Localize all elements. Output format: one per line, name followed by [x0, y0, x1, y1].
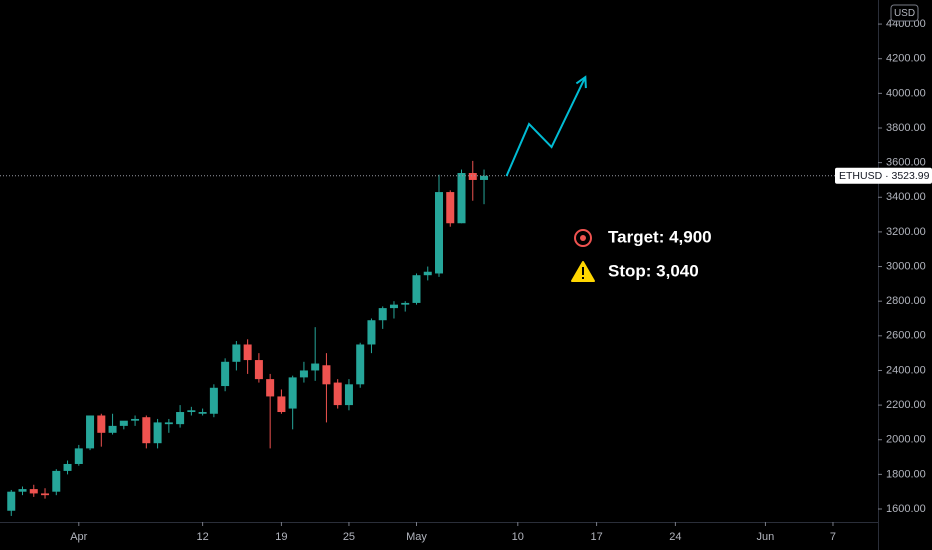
y-tick-label: 3200.00: [886, 226, 926, 238]
candle-body: [52, 470, 61, 492]
x-tick-label: May: [406, 531, 427, 543]
y-tick-label: 1800.00: [886, 468, 926, 480]
x-tick-label: 12: [196, 531, 208, 543]
candle-body: [254, 360, 263, 380]
y-tick-label: 3000.00: [886, 260, 926, 272]
candle-body: [266, 379, 275, 397]
target-annotation: Target: 4,900: [608, 227, 712, 246]
stop-annotation: Stop: 3,040: [608, 261, 699, 280]
last-price-tag: [835, 167, 932, 184]
candle-body: [176, 412, 185, 425]
x-tick-label: 24: [669, 531, 681, 543]
candle-body: [243, 344, 252, 361]
candle-body: [198, 412, 207, 414]
projection-arrowhead: [575, 75, 587, 89]
x-tick-label: 7: [830, 531, 836, 543]
candle-body: [468, 173, 477, 180]
unit-tag: [890, 4, 919, 22]
candle-body: [131, 418, 140, 421]
y-tick-label: 2200.00: [886, 399, 926, 411]
candle-body: [378, 308, 387, 321]
candle-body: [401, 302, 410, 305]
candle-body: [344, 384, 353, 406]
candle-body: [480, 175, 489, 180]
candle-body: [142, 417, 151, 444]
x-tick-label: Jun: [757, 531, 775, 543]
candle-body: [423, 271, 432, 276]
candle-body: [41, 493, 50, 496]
candle-body: [322, 365, 331, 385]
candle-body: [74, 448, 83, 464]
last-price-label: ETHUSD · 3523.99: [839, 170, 930, 182]
unit-label: USD: [894, 8, 915, 19]
candle-body: [86, 415, 95, 449]
x-tick-label: 19: [275, 531, 287, 543]
candle-body: [97, 415, 106, 433]
x-tick-label: 17: [590, 531, 602, 543]
candle-body: [232, 344, 241, 362]
candle-body: [221, 361, 230, 387]
candle-body: [412, 275, 421, 303]
x-tick-label: 10: [512, 531, 524, 543]
x-tick-label: Apr: [70, 531, 87, 543]
y-tick-label: 2800.00: [886, 295, 926, 307]
candle-body: [288, 377, 297, 409]
y-tick-label: 2400.00: [886, 364, 926, 376]
candle-body: [63, 463, 72, 471]
candle-body: [209, 387, 218, 414]
candle-body: [446, 192, 455, 224]
y-tick-label: 2600.00: [886, 330, 926, 342]
candle-body: [389, 304, 398, 309]
warning-icon: [571, 261, 595, 282]
y-tick-label: 3400.00: [886, 191, 926, 203]
y-tick-label: 3600.00: [886, 157, 926, 169]
candle-body: [164, 422, 173, 425]
y-tick-label: 3800.00: [886, 122, 926, 134]
y-tick-label: 1600.00: [886, 503, 926, 515]
candle-body: [457, 173, 466, 224]
y-tick-label: 4200.00: [886, 53, 926, 65]
candle-body: [108, 425, 117, 433]
candle-body: [435, 192, 443, 274]
x-tick-label: 25: [343, 531, 355, 543]
candle-body: [367, 320, 376, 345]
candle-body: [333, 382, 342, 406]
y-tick-label: 4000.00: [886, 87, 926, 99]
candle-body: [311, 363, 320, 371]
candle-body: [153, 422, 162, 444]
candle-body: [119, 420, 128, 426]
candle-body: [277, 396, 286, 413]
candle-body: [187, 410, 196, 413]
candle-body: [7, 491, 16, 511]
target-icon: [574, 229, 592, 247]
candle-body: [29, 489, 38, 494]
y-tick-label: 2000.00: [886, 434, 926, 446]
candle-body: [18, 489, 27, 492]
projection-line: [505, 76, 587, 177]
candle-body: [356, 344, 365, 385]
candle-body: [299, 370, 308, 378]
